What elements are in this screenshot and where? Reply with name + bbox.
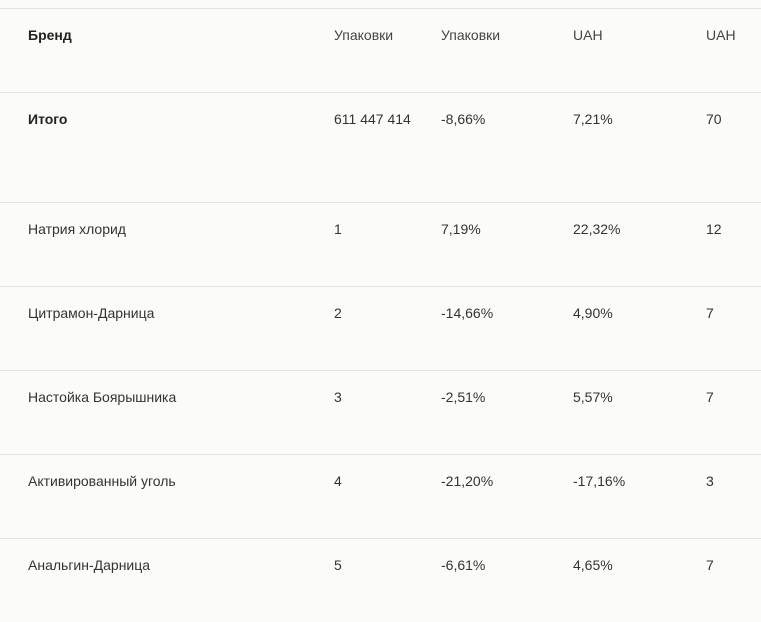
column-header-uah-change: UAH xyxy=(573,9,706,93)
total-packs: 611 447 414 xyxy=(334,93,441,203)
brand-name: Активированный уголь xyxy=(0,455,334,539)
table-row: Анальгин-Дарница 5 -6,61% 4,65% 7 xyxy=(0,539,761,622)
brand-rank: 2 xyxy=(334,287,441,371)
uah-value: 12 xyxy=(706,203,761,287)
brand-name: Настойка Боярышника xyxy=(0,371,334,455)
brand-rank: 5 xyxy=(334,539,441,622)
table-row: Цитрамон-Дарница 2 -14,66% 4,90% 7 xyxy=(0,287,761,371)
uah-change: 22,32% xyxy=(573,203,706,287)
table-row: Натрия хлорид 1 7,19% 22,32% 12 xyxy=(0,203,761,287)
total-packs-change: -8,66% xyxy=(441,93,573,203)
brand-name: Цитрамон-Дарница xyxy=(0,287,334,371)
brand-name: Анальгин-Дарница xyxy=(0,539,334,622)
brand-name: Натрия хлорид xyxy=(0,203,334,287)
uah-value: 7 xyxy=(706,371,761,455)
packs-change: -21,20% xyxy=(441,455,573,539)
packs-change: -6,61% xyxy=(441,539,573,622)
brand-table-container: Бренд Упаковки Упаковки UAH UAH Итого 61… xyxy=(0,8,761,622)
uah-value: 3 xyxy=(706,455,761,539)
column-header-packs-change: Упаковки xyxy=(441,9,573,93)
uah-change: 5,57% xyxy=(573,371,706,455)
uah-change: 4,65% xyxy=(573,539,706,622)
total-label: Итого xyxy=(0,93,334,203)
table-total-row: Итого 611 447 414 -8,66% 7,21% 70 xyxy=(0,93,761,203)
packs-change: -2,51% xyxy=(441,371,573,455)
uah-change: 4,90% xyxy=(573,287,706,371)
total-uah-value: 70 xyxy=(706,93,761,203)
uah-value: 7 xyxy=(706,287,761,371)
table-row: Активированный уголь 4 -21,20% -17,16% 3 xyxy=(0,455,761,539)
brand-rank: 1 xyxy=(334,203,441,287)
brand-rank: 3 xyxy=(334,371,441,455)
table-row: Настойка Боярышника 3 -2,51% 5,57% 7 xyxy=(0,371,761,455)
column-header-packs: Упаковки xyxy=(334,9,441,93)
brand-rank: 4 xyxy=(334,455,441,539)
brand-sales-table: Бренд Упаковки Упаковки UAH UAH Итого 61… xyxy=(0,8,761,622)
uah-value: 7 xyxy=(706,539,761,622)
column-header-uah: UAH xyxy=(706,9,761,93)
packs-change: 7,19% xyxy=(441,203,573,287)
uah-change: -17,16% xyxy=(573,455,706,539)
packs-change: -14,66% xyxy=(441,287,573,371)
total-uah-change: 7,21% xyxy=(573,93,706,203)
table-header-row: Бренд Упаковки Упаковки UAH UAH xyxy=(0,9,761,93)
column-header-brand: Бренд xyxy=(0,9,334,93)
